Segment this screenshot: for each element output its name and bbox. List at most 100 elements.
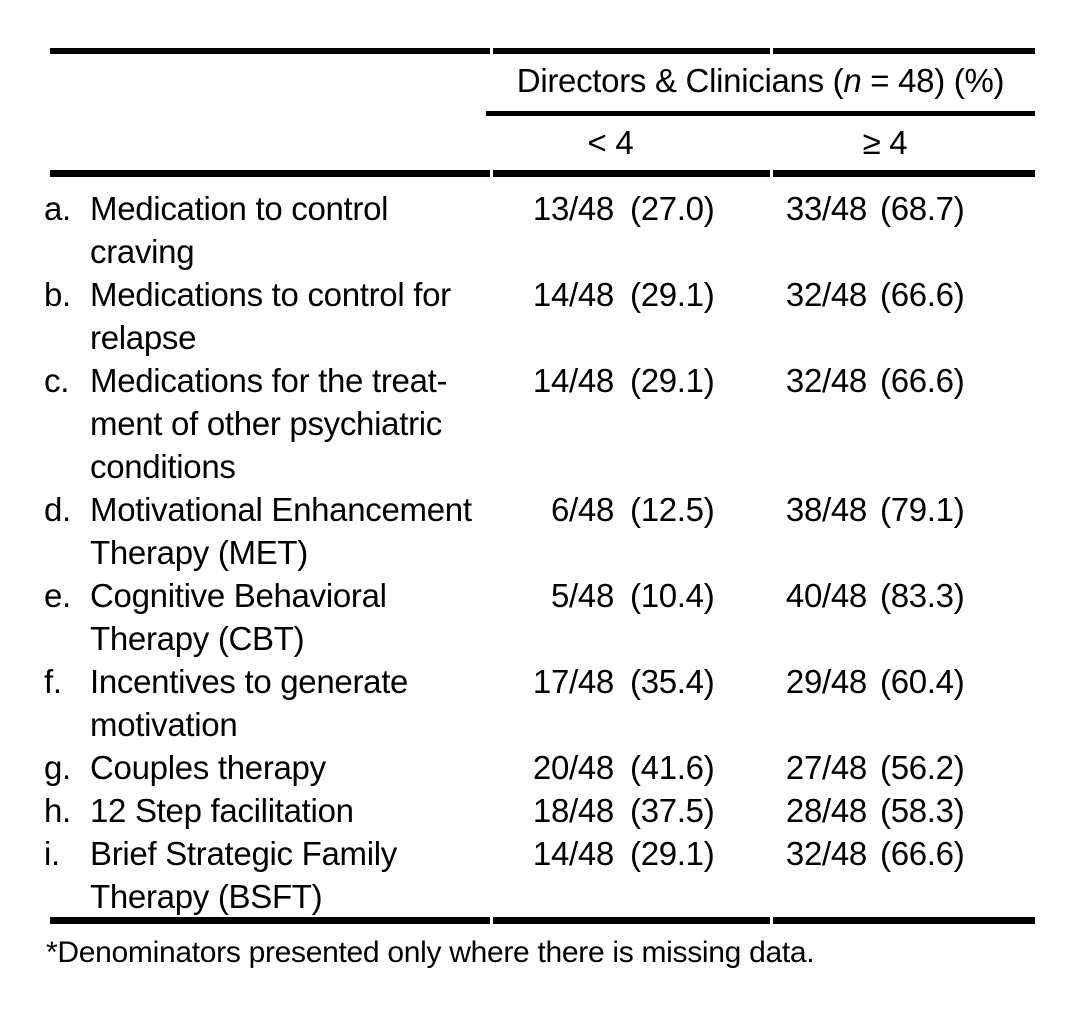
row-marker: e. (44, 577, 71, 614)
table-row-h: h. 12 Step facilitation 18/48 (37.5) 28/… (44, 789, 1035, 832)
row-label-cell: f. Incentives to generate motivation (44, 660, 486, 746)
row-label-cell: c. Medications for the treat- ment of ot… (44, 359, 486, 488)
value-fraction: 14/48 (532, 276, 614, 313)
row-label: Cognitive Behavioral Therapy (CBT) (90, 574, 387, 660)
row-label: Medications for the treat- ment of other… (90, 359, 448, 488)
row-label: Incentives to generate motivation (90, 660, 408, 746)
row-label-line: Therapy (MET) (90, 534, 308, 571)
value-fraction: 5/48 (550, 577, 614, 614)
value-ge4: 33/48 (68.7) (735, 187, 1035, 230)
row-label: Medication to control craving (90, 187, 389, 273)
row-label-line: Cognitive Behavioral (90, 577, 387, 614)
value-percent: (56.2) (880, 749, 965, 786)
column-header-ge4: ≥ 4 (862, 124, 908, 161)
value-percent: (66.6) (880, 276, 965, 313)
row-marker: i. (44, 835, 60, 872)
row-marker: c. (44, 362, 70, 399)
header-bottom-rule (50, 170, 1035, 177)
value-fraction: 27/48 (785, 749, 867, 786)
value-ge4: 38/48 (79.1) (735, 488, 1035, 531)
row-marker: b. (44, 276, 71, 313)
table-row-e: e. Cognitive Behavioral Therapy (CBT) 5/… (44, 574, 1035, 660)
table-row-g: g. Couples therapy 20/48 (41.6) 27/48 (5… (44, 746, 1035, 789)
value-percent: (10.4) (630, 577, 715, 614)
value-ge4: 40/48 (83.3) (735, 574, 1035, 617)
row-marker: f. (44, 663, 62, 700)
group-header-underline-rule (486, 111, 1035, 116)
value-ge4: 28/48 (58.3) (735, 789, 1035, 832)
group-header: Directors & Clinicians (n = 48) (%) (486, 62, 1035, 100)
value-percent: (66.6) (880, 835, 965, 872)
table-footnote: *Denominators presented only where there… (46, 936, 815, 969)
value-percent: (83.3) (880, 577, 965, 614)
table-row-b: b. Medications to control for relapse 14… (44, 273, 1035, 359)
value-percent: (79.1) (880, 491, 965, 528)
row-label-line: ment of other psychiatric (90, 405, 442, 442)
value-fraction: 28/48 (785, 792, 867, 829)
table-row-a: a. Medication to control craving 13/48 (… (44, 187, 1035, 273)
row-label-cell: h. 12 Step facilitation (44, 789, 486, 832)
value-fraction: 33/48 (785, 190, 867, 227)
row-label-cell: i. Brief Strategic Family Therapy (BSFT) (44, 832, 486, 918)
row-label-line: Couples therapy (90, 749, 326, 786)
value-ge4: 32/48 (66.6) (735, 273, 1035, 316)
value-percent: (60.4) (880, 663, 965, 700)
value-percent: (35.4) (630, 663, 715, 700)
value-percent: (58.3) (880, 792, 965, 829)
row-label-cell: d. Motivational Enhancement Therapy (MET… (44, 488, 486, 574)
value-fraction: 32/48 (785, 276, 867, 313)
row-label-line: relapse (90, 319, 197, 356)
table-row-c: c. Medications for the treat- ment of ot… (44, 359, 1035, 488)
value-percent: (41.6) (630, 749, 715, 786)
value-fraction: 14/48 (532, 835, 614, 872)
value-percent: (27.0) (630, 190, 715, 227)
table-top-rule (50, 48, 1035, 54)
value-ge4: 32/48 (66.6) (735, 359, 1035, 402)
value-lt4: 18/48 (37.5) (486, 789, 735, 832)
value-percent: (66.6) (880, 362, 965, 399)
value-fraction: 32/48 (785, 835, 867, 872)
value-fraction: 6/48 (550, 491, 614, 528)
row-label: Motivational Enhancement Therapy (MET) (90, 488, 472, 574)
value-fraction: 32/48 (785, 362, 867, 399)
value-fraction: 17/48 (532, 663, 614, 700)
value-percent: (29.1) (630, 362, 715, 399)
row-label-line: Incentives to generate (90, 663, 409, 700)
value-percent: (68.7) (880, 190, 965, 227)
row-label: Brief Strategic Family Therapy (BSFT) (90, 832, 397, 918)
value-lt4: 14/48 (29.1) (486, 359, 735, 402)
row-label-line: craving (90, 233, 195, 270)
value-lt4: 20/48 (41.6) (486, 746, 735, 789)
value-lt4: 13/48 (27.0) (486, 187, 735, 230)
value-ge4: 32/48 (66.6) (735, 832, 1035, 875)
row-marker: g. (44, 749, 71, 786)
row-label-line: Therapy (CBT) (90, 620, 305, 657)
row-label-line: Medication to control (90, 190, 389, 227)
value-fraction: 18/48 (532, 792, 614, 829)
row-marker: h. (44, 792, 71, 829)
row-label-line: Motivational Enhancement (90, 491, 472, 528)
value-ge4: 27/48 (56.2) (735, 746, 1035, 789)
table-bottom-rule (50, 917, 1035, 924)
group-header-n-italic: n (843, 62, 862, 99)
value-fraction: 38/48 (785, 491, 867, 528)
row-marker: a. (44, 190, 71, 227)
row-label-cell: e. Cognitive Behavioral Therapy (CBT) (44, 574, 486, 660)
table-body: a. Medication to control craving 13/48 (… (44, 187, 1035, 918)
row-label-line: conditions (90, 448, 236, 485)
row-marker: d. (44, 491, 71, 528)
value-lt4: 14/48 (29.1) (486, 832, 735, 875)
value-lt4: 5/48 (10.4) (486, 574, 735, 617)
table-row-i: i. Brief Strategic Family Therapy (BSFT)… (44, 832, 1035, 918)
group-header-suffix: = 48) (%) (861, 62, 1005, 99)
value-fraction: 13/48 (532, 190, 614, 227)
value-lt4: 14/48 (29.1) (486, 273, 735, 316)
row-label-cell: a. Medication to control craving (44, 187, 486, 273)
row-label-line: Medications for the treat- (90, 362, 448, 399)
row-label-line: Brief Strategic Family (90, 835, 397, 872)
value-lt4: 6/48 (12.5) (486, 488, 735, 531)
row-label-line: Therapy (BSFT) (90, 878, 323, 915)
value-percent: (29.1) (630, 276, 715, 313)
column-header-lt4: < 4 (587, 124, 634, 161)
